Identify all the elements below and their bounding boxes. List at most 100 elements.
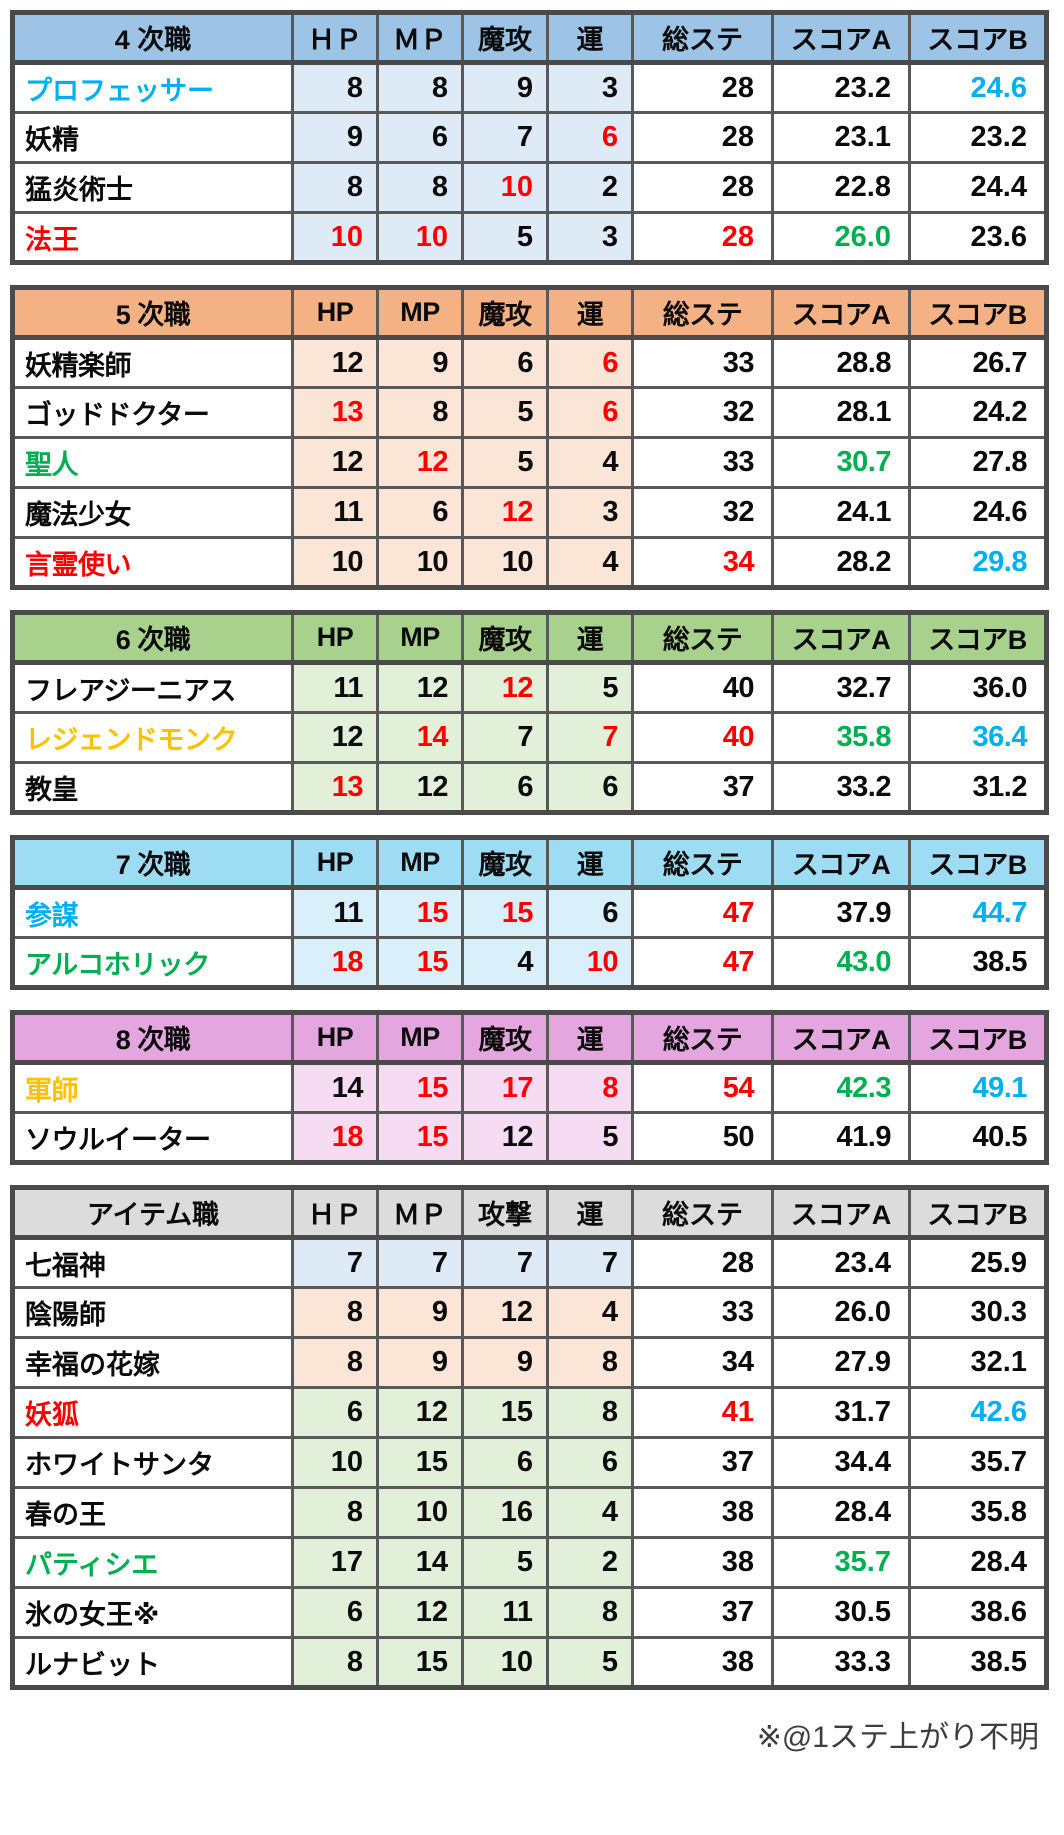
- column-header: スコアB: [908, 11, 1048, 65]
- score-value: 32.1: [908, 1336, 1048, 1389]
- table-tier6: 6 次職 HP MP 魔攻運総ステ スコアA スコアB フレアジーニアス 11 12 12 5 40 3…: [10, 610, 1049, 815]
- job-row: 氷の女王※ 6 12 11 8 37 30.5 38.6: [11, 1586, 1048, 1639]
- job-name: 妖精: [11, 111, 294, 164]
- job-name: プロフェッサー: [11, 61, 294, 114]
- stat-value: 12: [376, 436, 464, 489]
- column-header: 魔攻: [461, 11, 549, 65]
- stat-value: 13: [291, 386, 379, 439]
- stat-value: 8: [291, 1336, 379, 1389]
- column-header: スコアB: [908, 836, 1048, 890]
- stat-value: 10: [291, 1436, 379, 1489]
- job-row: フレアジーニアス 11 12 12 5 40 32.7 36.0: [11, 661, 1048, 714]
- job-name: 幸福の花嫁: [11, 1336, 294, 1389]
- score-value: 43.0: [771, 936, 911, 989]
- score-value: 36.4: [908, 711, 1048, 764]
- stat-value: 18: [291, 936, 379, 989]
- score-value: 38: [631, 1536, 774, 1589]
- score-value: 31.7: [771, 1386, 911, 1439]
- stat-value: 8: [376, 386, 464, 439]
- column-header: HP: [291, 1011, 379, 1065]
- job-name: 教皇: [11, 761, 294, 814]
- job-name: 言霊使い: [11, 536, 294, 589]
- job-name: 魔法少女: [11, 486, 294, 539]
- table-title: 8 次職: [11, 1011, 294, 1065]
- score-value: 24.6: [908, 61, 1048, 114]
- job-row: 法王 10 10 5 3 28 26.0 23.6: [11, 211, 1048, 264]
- score-value: 33: [631, 436, 774, 489]
- column-header: MP: [376, 286, 464, 340]
- score-value: 23.2: [908, 111, 1048, 164]
- stat-value: 8: [291, 1486, 379, 1539]
- stat-value: 12: [376, 1386, 464, 1439]
- stat-value: 8: [546, 1336, 634, 1389]
- stat-value: 7: [291, 1236, 379, 1289]
- job-row: 参謀 11 15 15 6 47 37.9 44.7: [11, 886, 1048, 939]
- table-title: 4 次職: [11, 11, 294, 65]
- stat-value: 5: [546, 661, 634, 714]
- table-title: 5 次職: [11, 286, 294, 340]
- stat-value: 5: [461, 436, 549, 489]
- stat-value: 12: [376, 1586, 464, 1639]
- score-value: 33.2: [771, 761, 911, 814]
- table-tier5: 5 次職 HP MP 魔攻運総ステ スコアA スコアB 妖精楽師 12 9 6 6 33 28.8 26.…: [10, 285, 1049, 590]
- stat-value: 17: [461, 1061, 549, 1114]
- stat-value: 14: [376, 1536, 464, 1589]
- stat-value: 4: [546, 436, 634, 489]
- score-value: 28: [631, 211, 774, 264]
- tables-container: 4 次職 ＨＰ ＭＰ 魔攻運総ステ スコアA スコアB プロフェッサー 8 8 9 3 28 23.2 2…: [10, 10, 1054, 1690]
- column-header: 魔攻: [461, 611, 549, 665]
- score-value: 27.9: [771, 1336, 911, 1389]
- stat-value: 9: [461, 61, 549, 114]
- job-row: ソウルイーター 18 15 12 5 50 41.9 40.5: [11, 1111, 1048, 1164]
- stat-value: 8: [291, 1286, 379, 1339]
- score-value: 33: [631, 1286, 774, 1339]
- stat-value: 5: [461, 1536, 549, 1589]
- stat-value: 6: [546, 886, 634, 939]
- stat-value: 9: [376, 336, 464, 389]
- score-value: 34.4: [771, 1436, 911, 1489]
- score-value: 35.8: [771, 711, 911, 764]
- score-value: 24.1: [771, 486, 911, 539]
- stat-value: 10: [376, 536, 464, 589]
- job-row: パティシエ 17 14 5 2 38 35.7 28.4: [11, 1536, 1048, 1589]
- stat-value: 8: [291, 161, 379, 214]
- column-header: 総ステ: [631, 1011, 774, 1065]
- score-value: 38.5: [908, 1636, 1048, 1689]
- score-value: 40: [631, 661, 774, 714]
- job-name: ホワイトサンタ: [11, 1436, 294, 1489]
- stat-value: 15: [461, 1386, 549, 1439]
- score-value: 35.7: [908, 1436, 1048, 1489]
- job-row: 妖狐 6 12 15 8 41 31.7 42.6: [11, 1386, 1048, 1439]
- stat-value: 3: [546, 211, 634, 264]
- column-header: 運: [546, 286, 634, 340]
- score-value: 41: [631, 1386, 774, 1439]
- score-value: 26.7: [908, 336, 1048, 389]
- stat-value: 3: [546, 61, 634, 114]
- job-name: 氷の女王※: [11, 1586, 294, 1639]
- column-header: 運: [546, 836, 634, 890]
- job-row: 猛炎術士 8 8 10 2 28 22.8 24.4: [11, 161, 1048, 214]
- stat-value: 6: [546, 1436, 634, 1489]
- column-header: ＭＰ: [376, 1186, 464, 1240]
- column-header: スコアB: [908, 1011, 1048, 1065]
- stat-value: 6: [291, 1586, 379, 1639]
- score-value: 28: [631, 1236, 774, 1289]
- table-title: 6 次職: [11, 611, 294, 665]
- score-value: 33.3: [771, 1636, 911, 1689]
- column-header: 魔攻: [461, 836, 549, 890]
- stat-value: 11: [291, 886, 379, 939]
- stat-value: 3: [546, 486, 634, 539]
- header-row: 5 次職 HP MP 魔攻運総ステ スコアA スコアB: [11, 286, 1048, 340]
- stat-value: 6: [461, 1436, 549, 1489]
- job-name: 妖精楽師: [11, 336, 294, 389]
- stat-value: 10: [461, 1636, 549, 1689]
- job-row: 春の王 8 10 16 4 38 28.4 35.8: [11, 1486, 1048, 1539]
- table-title: 7 次職: [11, 836, 294, 890]
- score-value: 37: [631, 1586, 774, 1639]
- stat-value: 4: [546, 1286, 634, 1339]
- stat-value: 6: [546, 386, 634, 439]
- score-value: 37: [631, 1436, 774, 1489]
- score-value: 35.8: [908, 1486, 1048, 1539]
- column-header: 総ステ: [631, 836, 774, 890]
- column-header: スコアA: [771, 1011, 911, 1065]
